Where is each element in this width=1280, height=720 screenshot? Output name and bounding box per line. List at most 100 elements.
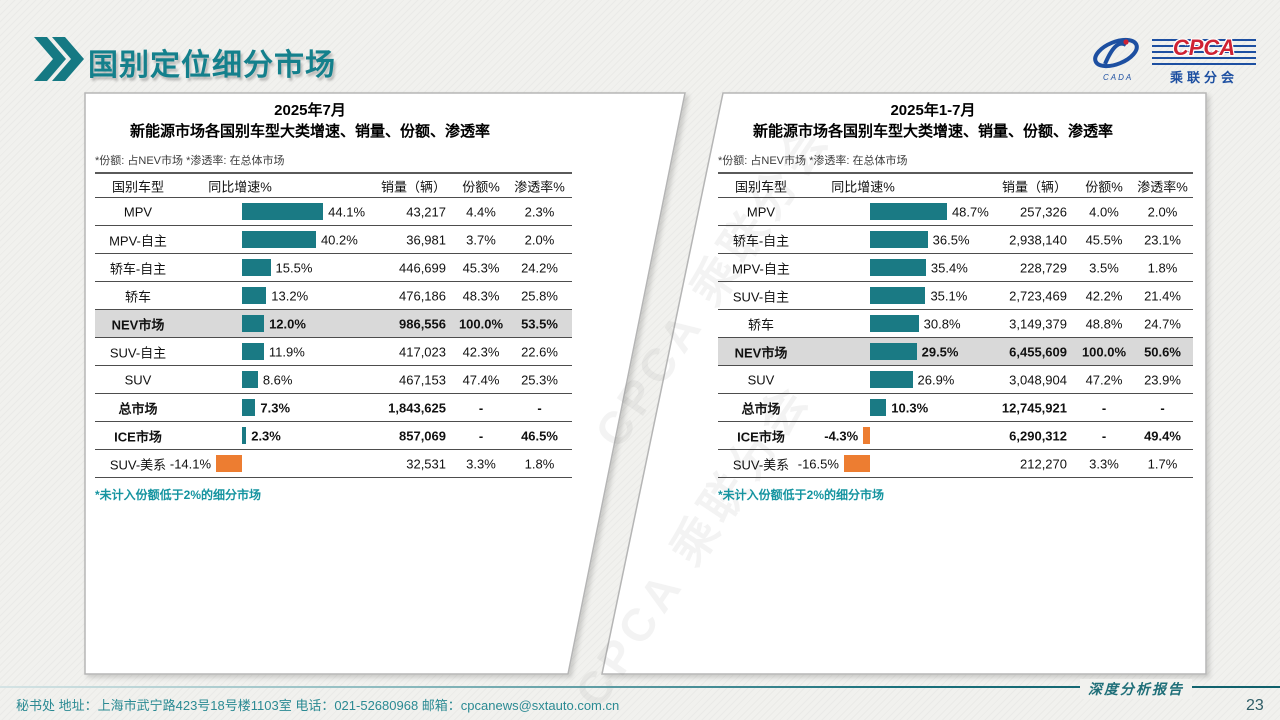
panel-jan-july: 2025年1-7月 新能源市场各国别车型大类增速、销量、份额、渗透率 *份额: … [718,100,1193,503]
panel-title-line2: 新能源市场各国别车型大类增速、销量、份额、渗透率 [129,123,490,140]
row-label: SUV-自主 [109,345,167,360]
panel-note: *份额: 占NEV市场 *渗透率: 在总体市场 [718,155,908,167]
table-row: NEV市场 29.5% 6,455,609 100.0% 50.6% [718,338,1193,366]
sales-value: 36,981 [406,232,446,247]
penetration-value: 1.7% [1147,456,1178,471]
sales-value: 986,556 [399,316,446,331]
cpca-subtitle: 乘联分会 [1152,63,1256,86]
row-label: 轿车 [747,317,774,332]
panel-note: *份额: 占NEV市场 *渗透率: 在总体市场 [95,155,285,167]
row-label: SUV-美系 [732,457,790,472]
growth-value: 35.1% [930,288,968,303]
growth-value: 13.2% [271,288,309,303]
table-row: SUV-美系 -16.5% 212,270 3.3% 1.7% [718,450,1193,478]
growth-bar-positive [870,203,947,220]
share-value: 45.5% [1085,232,1123,247]
panel-title-line1: 2025年7月 [274,102,346,119]
growth-value: -14.1% [169,456,212,471]
penetration-value: 22.6% [521,344,558,359]
growth-bar-positive [870,287,926,304]
table-row: 总市场 10.3% 12,745,921 - - [718,394,1193,422]
page-title: 国别定位细分市场 [88,49,336,82]
penetration-value: 25.3% [521,372,558,387]
share-value: - [1101,428,1107,443]
share-value: 48.8% [1085,316,1123,331]
panel-title-line1: 2025年1-7月 [890,102,976,119]
row-label: MPV [123,204,153,219]
growth-value: 7.3% [260,400,291,415]
growth-value: -4.3% [824,428,859,443]
col-header-share: 份额% [1085,179,1123,194]
growth-value: 10.3% [891,400,929,415]
sales-value: 6,455,609 [1009,344,1067,359]
panel-left-background [84,92,686,675]
sales-value: 3,048,904 [1009,372,1067,387]
table-row: ICE市场 2.3% 857,069 - 46.5% [95,422,572,450]
growth-value: 12.0% [269,316,306,331]
cpca-wordmark: CPCA 乘联分会 [1152,36,1256,86]
growth-bar-positive [870,343,917,360]
table-row: MPV-自主 35.4% 228,729 3.5% 1.8% [718,254,1193,282]
col-header-growth: 同比增速% [208,179,272,194]
growth-bar-positive [242,343,264,360]
share-value: 3.3% [1089,456,1119,471]
table-row: 轿车-自主 36.5% 2,938,140 45.5% 23.1% [718,226,1193,254]
penetration-value: 21.4% [1144,288,1181,303]
table-row: MPV-自主 40.2% 36,981 3.7% 2.0% [95,226,572,254]
col-header-sales: 销量（辆） [1001,179,1067,194]
row-label: ICE市场 [737,429,785,444]
share-value: 42.3% [462,344,500,359]
growth-bar-positive [870,231,928,248]
col-header-penetration: 渗透率% [514,179,565,194]
sales-value: 6,290,312 [1009,428,1067,443]
emblem-caption: CADA [1103,73,1133,82]
row-label: SUV-美系 [109,457,167,472]
panel-title: 2025年7月 新能源市场各国别车型大类增速、销量、份额、渗透率 [95,100,525,142]
growth-bar-positive [242,371,258,388]
table-row: SUV-自主 11.9% 417,023 42.3% 22.6% [95,338,572,366]
footer-contact: 秘书处 地址：上海市武宁路423号18号楼1103室 电话：021-526809… [16,698,620,713]
table-rows: MPV 48.7% 257,326 4.0% 2.0% 轿车-自主 36.5% 2,938,1… [718,198,1193,478]
growth-value: 35.4% [930,260,968,275]
row-label: MPV-自主 [732,261,790,276]
share-value: 4.0% [1089,204,1119,219]
row-label: SUV [747,372,775,387]
penetration-value: 46.5% [521,428,558,443]
sales-value: 476,186 [399,288,446,303]
report-type-label: 深度分析报告 [1080,679,1192,699]
penetration-value: 24.2% [521,260,558,275]
penetration-value: 23.9% [1144,372,1181,387]
table-row: ICE市场 -4.3% 6,290,312 - 49.4% [718,422,1193,450]
sales-value: 446,699 [399,260,446,275]
growth-value: 2.3% [251,428,281,443]
growth-value: 11.9% [268,344,305,359]
growth-value: 40.2% [320,232,358,247]
col-header-penetration: 渗透率% [1137,179,1188,194]
sales-value: 3,149,379 [1009,316,1067,331]
sales-value: 12,745,921 [1001,400,1067,415]
share-value: - [1101,400,1107,415]
growth-value: 44.1% [328,204,366,219]
share-value: 100.0% [458,316,504,331]
table-row: 轿车 13.2% 476,186 48.3% 25.8% [95,282,572,310]
cpca-acronym: CPCA [1172,35,1236,60]
penetration-value: 50.6% [1144,344,1181,359]
row-label: 总市场 [118,401,158,416]
table-row: SUV-自主 35.1% 2,723,469 42.2% 21.4% [718,282,1193,310]
cpca-stripes [1152,39,1256,59]
growth-value: -16.5% [797,456,839,471]
growth-bar-positive [242,259,271,276]
col-header-category: 国别车型 [734,179,787,194]
cpca-logo: CADA CPCA 乘联分会 [1090,36,1256,87]
growth-bar-positive [242,203,324,220]
table-row: NEV市场 12.0% 986,556 100.0% 53.5% [95,310,572,338]
penetration-value: 2.0% [524,232,555,247]
share-value: 47.4% [462,372,500,387]
table-row: MPV 48.7% 257,326 4.0% 2.0% [718,198,1193,226]
row-label: MPV-自主 [109,233,167,248]
growth-value: 26.9% [917,372,955,387]
table-rows: MPV 44.1% 43,217 4.4% 2.3% MPV-自主 40.2% 36,981 3… [95,198,572,478]
growth-bar-positive [242,287,267,304]
panel-footnote: *未计入份额低于2%的细分市场 [718,488,885,502]
growth-bar-positive [242,315,265,332]
